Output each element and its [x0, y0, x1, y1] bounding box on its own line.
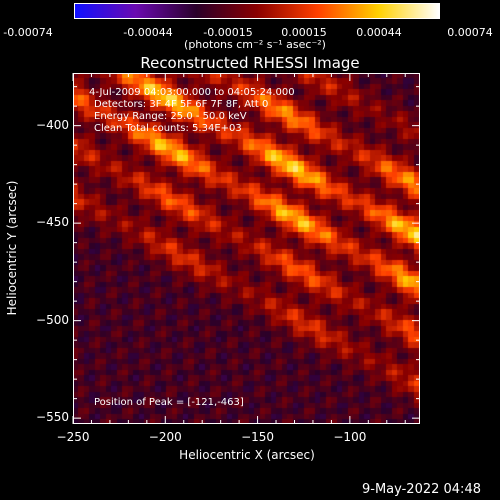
y-axis-label: Heliocentric Y (arcsec) [5, 180, 19, 316]
colorbar [74, 3, 440, 19]
x-tick-label: −250 [56, 430, 90, 444]
y-tick-label: −400 [36, 117, 69, 132]
annotation-detectors: Detectors: 3F 4F 5F 6F 7F 8F, Att 0 [94, 99, 269, 110]
heatmap-image [73, 73, 420, 424]
annotation-clean: Clean Total counts: 5.34E+03 [94, 123, 242, 134]
colorbar-tick-4: 0.00044 [356, 26, 402, 39]
plot-area: 4-Jul-2009 04:03:00.000 to 04:05:24.000 … [72, 73, 420, 424]
annotation-time-range: 4-Jul-2009 04:03:00.000 to 04:05:24.000 [89, 87, 295, 98]
plot-axes [72, 73, 420, 424]
annotation-energy: Energy Range: 25.0 - 50.0 keV [94, 111, 247, 122]
colorbar-gradient [75, 4, 439, 18]
x-tick-label: −200 [148, 430, 182, 444]
x-tick-label: −100 [333, 430, 367, 444]
plot-border [73, 73, 420, 424]
colorbar-tick-0: -0.00074 [3, 26, 53, 39]
y-tick-label: −450 [36, 215, 69, 230]
footer-date: 9-May-2022 04:48 [362, 482, 481, 497]
y-tick-label: −500 [36, 312, 69, 327]
chart-title: Reconstructed RHESSI Image [140, 54, 360, 72]
colorbar-tick-1: -0.00044 [123, 26, 173, 39]
colorbar-units: (photons cm⁻² s⁻¹ asec⁻²) [184, 38, 326, 51]
colorbar-tick-2: -0.00015 [203, 26, 253, 39]
y-tick-label: −550 [36, 410, 69, 425]
colorbar-tick-3: 0.00015 [281, 26, 327, 39]
colorbar-tick-5: 0.00074 [447, 26, 493, 39]
x-tick-label: −150 [241, 430, 275, 444]
x-axis-label: Heliocentric X (arcsec) [179, 448, 315, 462]
annotation-peak-position: Position of Peak = [-121,-463] [94, 397, 244, 408]
